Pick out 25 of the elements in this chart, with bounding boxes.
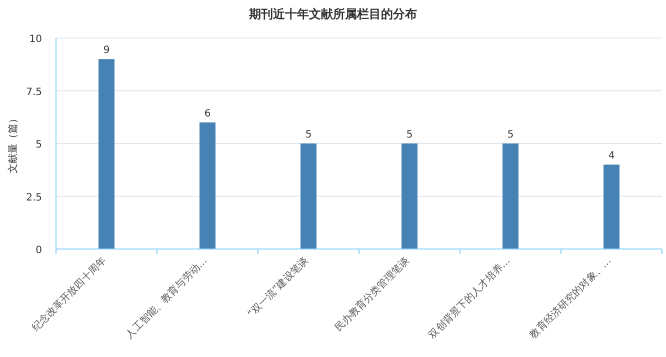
x-tick-label: 纪念改革开放四十周年: [29, 254, 109, 334]
data-label: 9: [103, 45, 110, 56]
bar: [200, 122, 216, 249]
y-tick-label: 10: [29, 34, 42, 45]
bar: [98, 59, 114, 249]
data-label: 6: [204, 108, 211, 120]
x-tick-label: 民办教育分类管理笔谈: [332, 254, 412, 334]
bar: [300, 144, 316, 249]
data-label: 5: [406, 130, 413, 140]
y-tick-label: 7.5: [26, 86, 42, 98]
y-axis-title: 文献量（篇）: [7, 114, 19, 174]
x-tick-label: 教育经济研究的对象、…: [527, 254, 614, 341]
chart-title: 期刊近十年文献所属栏目的分布: [248, 7, 417, 21]
data-label: 4: [608, 150, 615, 162]
y-tick-label: 2.5: [26, 192, 42, 204]
data-label: 5: [305, 130, 312, 140]
y-tick-label: 5: [36, 140, 42, 150]
bar: [502, 144, 518, 249]
data-label: 5: [507, 130, 514, 140]
x-tick-label: 人工智能、教育与劳动…: [123, 254, 210, 341]
x-tick-label: 双创背景下的人才培养…: [426, 254, 513, 341]
x-tick-label: “双一流”建设笔谈: [245, 254, 311, 320]
bar: [402, 144, 418, 249]
y-tick-label: 0: [36, 245, 42, 256]
bar: [604, 164, 620, 249]
